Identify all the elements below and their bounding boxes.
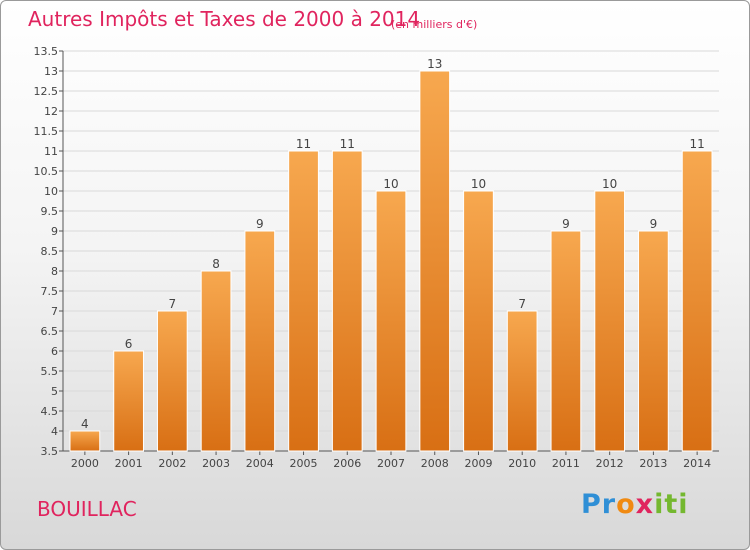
- bar: [331, 150, 363, 452]
- data-label: 10: [471, 177, 486, 191]
- data-label: 13: [427, 57, 442, 71]
- x-tick-label: 2008: [421, 457, 449, 470]
- y-tick-label: 9: [51, 225, 58, 238]
- data-label: 6: [125, 337, 133, 351]
- y-tick-label: 7: [51, 305, 58, 318]
- labels: 4 6 7 8 9 11 11 10 13 10 7 9 10 9 11: [81, 57, 705, 431]
- x-tick-label: 2011: [552, 457, 580, 470]
- data-label: 11: [340, 137, 355, 151]
- x-tick-label: 2010: [508, 457, 536, 470]
- logo-part-3: x: [635, 489, 655, 520]
- bar: [113, 350, 144, 452]
- x-tick-label: 2001: [115, 457, 143, 470]
- x-tick-label: 2009: [464, 457, 492, 470]
- data-label: 7: [518, 297, 526, 311]
- data-label: 9: [256, 217, 264, 231]
- y-tick-label: 3.5: [41, 445, 59, 458]
- y-tick-label: 5: [51, 385, 58, 398]
- data-label: 11: [296, 137, 311, 151]
- y-tick-label: 8: [51, 265, 58, 278]
- logo-part-4: iti: [654, 489, 689, 520]
- bar: [681, 150, 713, 452]
- data-label: 7: [169, 297, 177, 311]
- data-label: 9: [650, 217, 658, 231]
- bar: [288, 150, 319, 452]
- data-label: 10: [383, 177, 398, 191]
- proxiti-logo: Proxiti: [581, 489, 689, 520]
- y-tick-label: 10: [44, 185, 58, 198]
- bar: [463, 190, 494, 452]
- bar-chart: 3.5 4 4.5 5 5.5 6 6.5 7 7.5 8 8.5 9 9.5 10 10.5 11 11.5 1…: [34, 45, 719, 470]
- y-tick-label: 11.5: [34, 125, 59, 138]
- bar: [594, 190, 626, 452]
- x-tick-label: 2005: [290, 457, 318, 470]
- bar: [69, 430, 101, 452]
- y-tick-label: 4.5: [41, 405, 59, 418]
- x-tick-label: 2002: [158, 457, 186, 470]
- x-tick-label: 2013: [639, 457, 667, 470]
- bar: [156, 310, 188, 452]
- x-tick-label: 2006: [333, 457, 361, 470]
- y-tick-label: 13: [44, 65, 58, 78]
- data-label: 11: [689, 137, 704, 151]
- x-tick-label: 2004: [246, 457, 274, 470]
- bars: [69, 70, 713, 452]
- axes: 3.5 4 4.5 5 5.5 6 6.5 7 7.5 8 8.5 9 9.5 10 10.5 11 11.5 1…: [34, 45, 719, 470]
- x-tick-label: 2007: [377, 457, 405, 470]
- data-label: 9: [562, 217, 570, 231]
- y-tick-label: 13.5: [34, 45, 59, 58]
- bar: [506, 310, 538, 452]
- y-tick-label: 8.5: [41, 245, 59, 258]
- y-tick-label: 12: [44, 105, 58, 118]
- bar: [244, 230, 276, 452]
- x-tick-label: 2012: [596, 457, 624, 470]
- x-tick-label: 2000: [71, 457, 99, 470]
- bar: [375, 190, 407, 452]
- y-tick-label: 5.5: [41, 365, 59, 378]
- y-tick-label: 12.5: [34, 85, 59, 98]
- y-tick-label: 6: [51, 345, 58, 358]
- data-label: 8: [212, 257, 220, 271]
- y-tick-label: 6.5: [41, 325, 59, 338]
- commune-name: BOUILLAC: [37, 497, 137, 521]
- data-label: 4: [81, 417, 89, 431]
- chart-subtitle: (en milliers d'€): [391, 18, 478, 31]
- y-tick-label: 9.5: [41, 205, 59, 218]
- y-tick-label: 10.5: [34, 165, 59, 178]
- y-tick-label: 4: [51, 425, 58, 438]
- bar: [200, 270, 232, 452]
- logo-part-1: Pr: [581, 489, 617, 520]
- data-label: 10: [602, 177, 617, 191]
- y-tick-label: 7.5: [41, 285, 59, 298]
- y-tick-label: 11: [44, 145, 58, 158]
- logo-part-2: o: [616, 489, 636, 520]
- chart-title: Autres Impôts et Taxes de 2000 à 2014: [28, 7, 421, 31]
- x-tick-label: 2014: [683, 457, 711, 470]
- bar: [638, 230, 669, 452]
- bar: [419, 70, 451, 452]
- bar: [550, 230, 582, 452]
- x-tick-label: 2003: [202, 457, 230, 470]
